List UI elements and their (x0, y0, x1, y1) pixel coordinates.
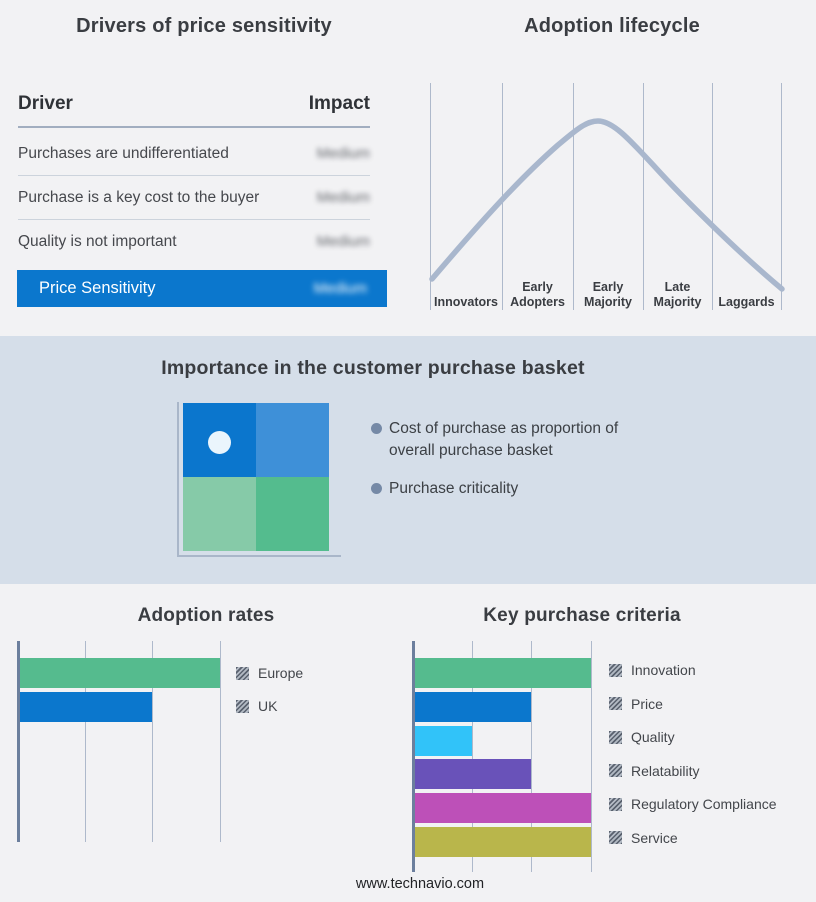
adoption-rates-legend: Europe UK (236, 641, 406, 741)
quadrant-x-axis (177, 555, 341, 557)
driver-row: Quality is not important Medium (18, 220, 370, 263)
legend-item: Innovation (609, 660, 696, 680)
legend-swatch-hatched-icon (609, 730, 622, 744)
stage-label-early-majority: Early Majority (584, 280, 632, 309)
legend-label: Regulatory Compliance (631, 796, 777, 812)
bullet-icon (371, 483, 382, 494)
key-purchase-axis (412, 641, 415, 872)
adoption-lifecycle-panel: Adoption lifecycle Innovators Early Adopt… (408, 0, 816, 336)
drivers-table-body: Purchases are undifferentiated Medium Purc… (18, 132, 370, 263)
driver-column-header: Driver (18, 93, 73, 114)
legend-swatch-hatched-icon (609, 797, 622, 811)
gridline (471, 641, 473, 872)
matrix-marker-dot (208, 431, 231, 454)
gridline (591, 641, 593, 872)
stage-gridline (430, 83, 432, 310)
gridline (220, 641, 222, 842)
quadrant-bottom-left (183, 477, 256, 551)
legend-label: UK (258, 698, 278, 714)
legend-item: Relatability (609, 761, 699, 781)
drivers-table-header: Driver Impact (18, 93, 370, 115)
stage-label-late-majority: Late Majority (653, 280, 702, 309)
quadrant-top-right (256, 403, 329, 477)
header-divider (18, 126, 370, 128)
adoption-rates-title: Adoption rates (137, 605, 275, 626)
legend-swatch-hatched-icon (609, 663, 622, 677)
price-sensitivity-summary-bar: Price Sensitivity Medium (17, 270, 387, 307)
legend-item: Regulatory Compliance (609, 794, 777, 814)
gridline (531, 641, 533, 872)
key-purchase-legend: Innovation Price Quality Relatability Regula… (609, 641, 809, 861)
impact-value-redacted: Medium (316, 145, 370, 162)
legend-swatch-hatched-icon (609, 764, 622, 777)
bar-quality (415, 725, 472, 756)
legend-label: Service (631, 829, 678, 846)
legend-label: Relatability (631, 762, 700, 779)
key-purchase-title: Key purchase criteria (483, 605, 681, 626)
bar-uk (20, 692, 153, 722)
legend-swatch-hatched-icon (609, 831, 622, 844)
basket-bullet-1: Cost of purchase as proportion of overal… (389, 420, 619, 459)
legend-item: Price (609, 694, 663, 714)
basket-panel-title: Importance in the customer purchase bask… (161, 357, 585, 379)
website-url: www.technavio.com (355, 876, 485, 892)
purchase-basket-panel: Importance in the customer purchase bask… (0, 336, 816, 584)
bullet-icon (371, 423, 382, 434)
legend-item: UK (236, 696, 277, 716)
legend-label: Quality (631, 729, 675, 745)
quadrant-bottom-right (256, 477, 329, 551)
adoption-rates-plot (17, 641, 239, 842)
stage-label-early-adopters: Early Adopters (510, 280, 565, 309)
bar-innovation (415, 658, 592, 688)
legend-swatch-hatched-icon (236, 699, 249, 713)
stage-gridline (573, 83, 575, 310)
legend-swatch-hatched-icon (609, 697, 622, 710)
bar-service (415, 827, 592, 857)
bar-price (415, 691, 532, 722)
purchase-basket-quadrant (183, 403, 329, 551)
legend-swatch-hatched-icon (236, 666, 249, 680)
driver-label: Quality is not important (18, 232, 177, 250)
lifecycle-panel-title: Adoption lifecycle (524, 15, 700, 37)
legend-item: Quality (609, 727, 675, 747)
gridline (84, 641, 86, 842)
stage-label-laggards: Laggards (718, 295, 775, 309)
stage-gridline (781, 83, 783, 310)
legend-label: Price (631, 695, 663, 712)
legend-label: Innovation (631, 662, 696, 678)
drivers-panel: Drivers of price sensitivity Driver Impa… (0, 0, 408, 336)
bar-regulatory-compliance (415, 793, 592, 824)
key-purchase-plot (412, 641, 594, 872)
driver-label: Purchase is a key cost to the buyer (18, 188, 260, 206)
quadrant-y-axis (177, 402, 179, 556)
gridline (152, 641, 154, 842)
driver-row: Purchases are undifferentiated Medium (18, 132, 370, 176)
price-sensitivity-impact-redacted: Medium (313, 280, 367, 297)
legend-label: Europe (258, 665, 304, 681)
driver-row: Purchase is a key cost to the buyer Mediu… (18, 176, 370, 220)
drivers-panel-title: Drivers of price sensitivity (76, 15, 332, 37)
impact-value-redacted: Medium (316, 233, 370, 250)
stage-gridline (712, 83, 714, 310)
impact-column-header: Impact (308, 93, 370, 114)
stage-gridline (643, 83, 645, 310)
stage-label-innovators: Innovators (434, 295, 498, 309)
adoption-bell-curve (429, 118, 785, 292)
impact-value-redacted: Medium (316, 189, 370, 206)
driver-label: Purchases are undifferentiated (18, 144, 229, 162)
adoption-rates-axis (17, 641, 20, 842)
price-sensitivity-label: Price Sensitivity (39, 279, 156, 297)
bar-relatability (415, 759, 532, 790)
bar-europe (20, 658, 221, 688)
quadrant-top-left (183, 403, 256, 477)
legend-item: Service (609, 828, 678, 848)
legend-item: Europe (236, 663, 303, 683)
basket-bullet-2: Purchase criticality (389, 480, 519, 497)
